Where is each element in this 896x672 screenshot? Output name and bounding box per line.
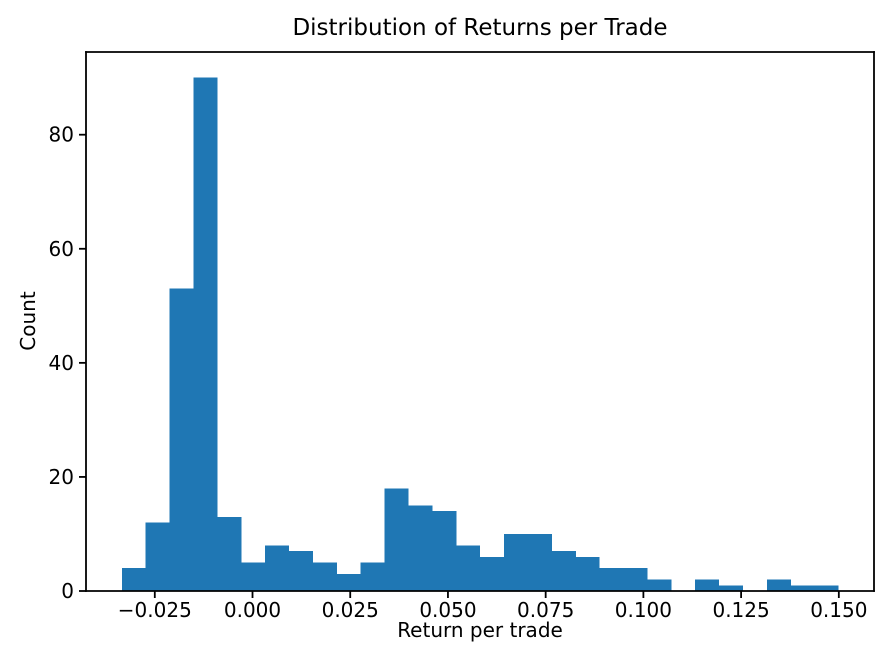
x-tick-label: 0.125 [712, 598, 769, 622]
histogram-bar [169, 288, 194, 591]
histogram-bar [790, 585, 815, 591]
histogram-bar [217, 516, 242, 591]
histogram-bar [575, 556, 600, 591]
y-tick-label: 60 [49, 237, 74, 261]
x-tick-label: 0.000 [224, 598, 281, 622]
x-tick-label: 0.025 [322, 598, 379, 622]
y-axis-label: Count [16, 291, 40, 351]
histogram-bar [504, 533, 528, 591]
y-tick-label: 40 [49, 351, 74, 375]
histogram-bar [456, 545, 481, 591]
chart-title: Distribution of Returns per Trade [292, 15, 668, 41]
x-tick-label: 0.150 [810, 598, 867, 622]
x-tick-label: −0.025 [118, 598, 192, 622]
histogram-bar [336, 573, 361, 591]
x-tick-label: 0.100 [615, 598, 672, 622]
histogram-bar [623, 568, 648, 591]
histogram-bar [408, 505, 433, 591]
histogram-bar [480, 556, 505, 591]
histogram-bar [289, 551, 313, 591]
histogram-bar [432, 511, 457, 591]
x-axis-label: Return per trade [397, 618, 563, 642]
x-tick-label: 0.050 [419, 598, 476, 622]
histogram-bar [265, 545, 290, 591]
y-tick-label: 80 [49, 123, 74, 147]
histogram-bar [814, 585, 839, 591]
histogram-bar [312, 562, 337, 591]
histogram-bar [360, 562, 385, 591]
histogram-bar [121, 568, 146, 591]
histogram-bar [145, 522, 170, 591]
histogram-bar [719, 585, 743, 591]
histogram-bar [193, 77, 218, 592]
histogram-bar [695, 579, 720, 591]
histogram-bar [241, 562, 266, 591]
histogram-bar [647, 579, 672, 591]
histogram-bar [384, 488, 409, 591]
y-tick-label: 20 [49, 465, 74, 489]
histogram-bar [599, 568, 624, 591]
y-tick-label: 0 [61, 579, 74, 603]
x-tick-label: 0.075 [517, 598, 574, 622]
histogram-bar [551, 551, 576, 591]
histogram-bar [766, 579, 791, 591]
histogram-bar [527, 533, 552, 591]
